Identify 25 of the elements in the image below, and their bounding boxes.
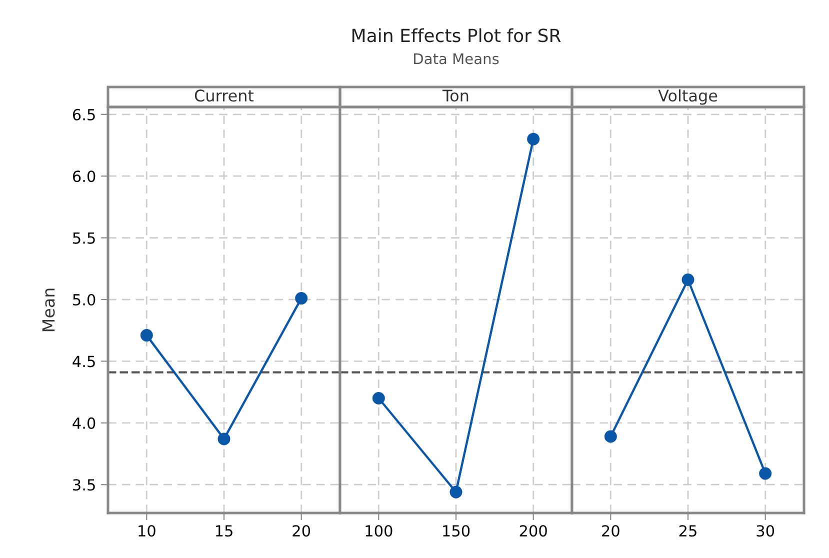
y-tick-label: 6.0 bbox=[72, 170, 96, 182]
x-tick-label: 100 bbox=[366, 525, 392, 537]
x-tick-label: 150 bbox=[443, 525, 470, 537]
point bbox=[140, 329, 153, 342]
chart-title: Current bbox=[194, 90, 254, 102]
y-tick-label: 6.5 bbox=[72, 108, 95, 120]
chart-title: Ton bbox=[442, 90, 468, 102]
x-tick-label: 25 bbox=[679, 525, 696, 537]
point bbox=[218, 432, 230, 446]
x-tick-label: 200 bbox=[520, 525, 547, 537]
text: Data Means bbox=[414, 53, 499, 64]
chart-title: Voltage bbox=[658, 89, 718, 105]
x-tick-label: 15 bbox=[216, 525, 232, 537]
point bbox=[295, 292, 308, 305]
x-tick-label: 20 bbox=[602, 525, 620, 537]
text: Main Effects Plot for SR bbox=[352, 28, 561, 42]
x-tick-label: 30 bbox=[756, 525, 774, 537]
x-tick-label: 20 bbox=[292, 525, 310, 537]
y-tick-label: 5.0 bbox=[73, 294, 96, 306]
y-tick-label: 5.5 bbox=[73, 232, 95, 244]
x-tick-label: 10 bbox=[138, 525, 156, 537]
y-tick-label: 4.0 bbox=[72, 417, 96, 429]
y-tick-label: 4.5 bbox=[72, 356, 95, 368]
y-axis-title: Mean bbox=[42, 288, 55, 332]
y-tick-label: 3.5 bbox=[73, 479, 95, 491]
